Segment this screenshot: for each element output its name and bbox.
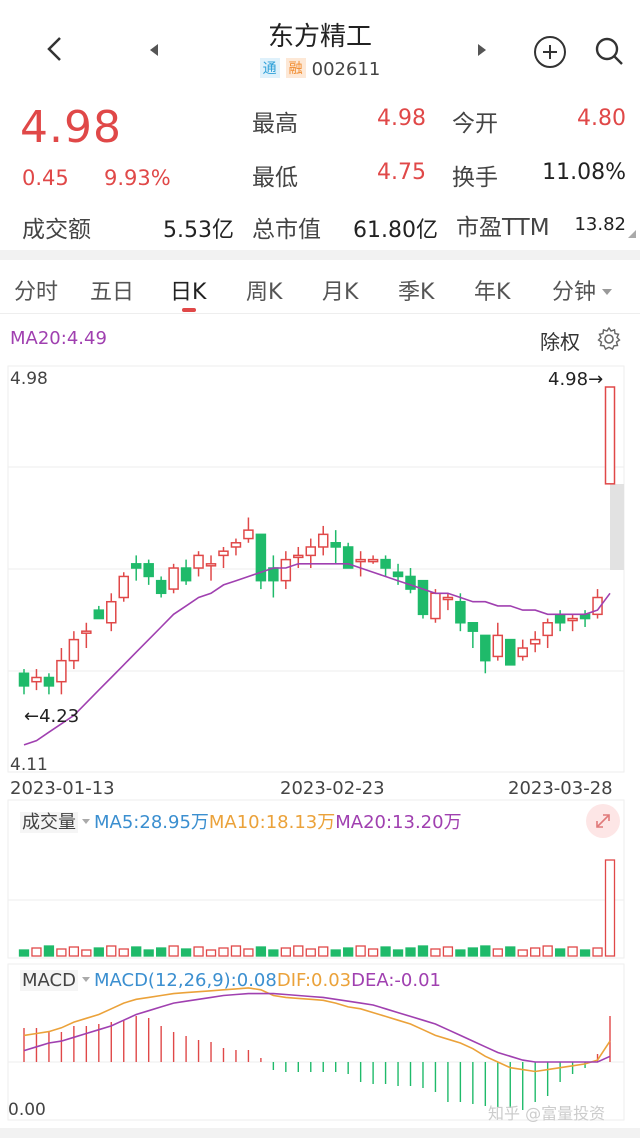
stock-code: 002611 — [311, 59, 381, 80]
macd-zero-label: 0.00 — [8, 1100, 46, 1120]
period-tabs: 分时 五日 日K 周K 月K 季K 年K 分钟 — [0, 262, 640, 314]
settings-gear-icon[interactable] — [596, 326, 622, 352]
dif-value: DIF:0.03 — [276, 970, 352, 991]
caret-down-icon — [82, 819, 90, 824]
scroll-indicator[interactable] — [610, 484, 624, 570]
tab-minute[interactable]: 分钟 — [552, 274, 613, 306]
caret-down-icon — [602, 289, 613, 295]
turnover-value: 11.08% — [542, 160, 626, 185]
prev-stock-icon[interactable] — [150, 44, 158, 56]
macd-legend: MACD MACD(12,26,9):0.08DIF:0.03DEA:-0.01 — [20, 970, 441, 991]
volume-indicator-selector[interactable]: 成交量 — [20, 812, 78, 833]
vol-ma5: MA5:28.95万 — [94, 812, 209, 833]
tab-intraday[interactable]: 分时 — [14, 280, 59, 305]
pe-value[interactable]: 13.82 — [574, 214, 626, 235]
amount-value: 5.53亿 — [163, 218, 234, 243]
tag-rong: 融 — [285, 58, 306, 78]
bottom-divider — [0, 1128, 640, 1138]
tab-five-day[interactable]: 五日 — [90, 280, 135, 305]
x-label-mid: 2023-02-23 — [280, 778, 385, 799]
max-price-annotation: 4.98→ — [548, 369, 604, 390]
open-value: 4.80 — [577, 106, 626, 131]
fullscreen-expand-icon[interactable] — [586, 804, 620, 838]
adjust-button[interactable]: 除权 — [540, 330, 580, 354]
y-axis-max: 4.98 — [10, 369, 48, 389]
x-label-start: 2023-01-13 — [10, 778, 115, 799]
open-label: 今开 — [452, 111, 498, 137]
macd-indicator-selector[interactable]: MACD — [20, 970, 78, 991]
low-value: 4.75 — [377, 160, 426, 185]
mktcap-value: 61.80亿 — [353, 218, 438, 243]
current-price: 4.98 — [20, 102, 122, 153]
min-price-annotation: ←4.23 — [24, 706, 80, 727]
price-change: 0.45 — [22, 166, 69, 190]
next-stock-icon[interactable] — [478, 44, 486, 56]
stock-subtitle: 通融 002611 — [0, 58, 640, 80]
amount-label: 成交额 — [22, 217, 91, 243]
expand-corner-icon[interactable] — [628, 230, 636, 238]
volume-legend: 成交量 MA5:28.95万MA10:18.13万MA20:13.20万 — [20, 808, 462, 834]
low-label: 最低 — [252, 165, 298, 191]
section-divider — [0, 250, 640, 260]
caret-down-icon — [81, 977, 90, 982]
tab-yearly-k[interactable]: 年K — [474, 280, 511, 305]
tab-minute-label: 分钟 — [552, 280, 597, 305]
top-bar: 东方精工 通融 002611 — [0, 8, 640, 88]
tag-tong: 通 — [259, 58, 280, 78]
search-icon[interactable] — [594, 36, 624, 66]
macd-value: MACD(12,26,9):0.08 — [93, 970, 277, 991]
x-label-end: 2023-03-28 — [508, 778, 613, 799]
mktcap-label: 总市值 — [252, 217, 321, 243]
high-label: 最高 — [252, 111, 298, 137]
tab-weekly-k[interactable]: 周K — [246, 280, 283, 305]
add-watchlist-icon[interactable] — [534, 36, 566, 68]
dea-value: DEA:-0.01 — [351, 970, 441, 991]
pe-label[interactable]: 市盈TTM — [456, 215, 550, 241]
quote-panel: 4.98 0.45 9.93% 最高 4.98 今开 4.80 最低 4.75 … — [0, 90, 640, 250]
high-value: 4.98 — [377, 106, 426, 131]
back-arrow-icon[interactable] — [40, 34, 70, 64]
tab-daily-k[interactable]: 日K — [170, 280, 207, 305]
turnover-label: 换手 — [452, 165, 498, 191]
watermark: 知乎 @富量投资 — [488, 1104, 606, 1123]
price-change-pct: 9.93% — [104, 166, 171, 190]
stock-name: 东方精工 — [267, 22, 372, 52]
y-axis-min: 4.11 — [10, 755, 48, 775]
vol-ma10: MA10:18.13万 — [208, 812, 336, 833]
active-tab-indicator — [182, 308, 196, 312]
tab-quarterly-k[interactable]: 季K — [398, 280, 435, 305]
vol-ma20: MA20:13.20万 — [335, 812, 462, 833]
ma20-legend: MA20:4.49 — [10, 328, 107, 349]
tab-monthly-k[interactable]: 月K — [322, 280, 359, 305]
